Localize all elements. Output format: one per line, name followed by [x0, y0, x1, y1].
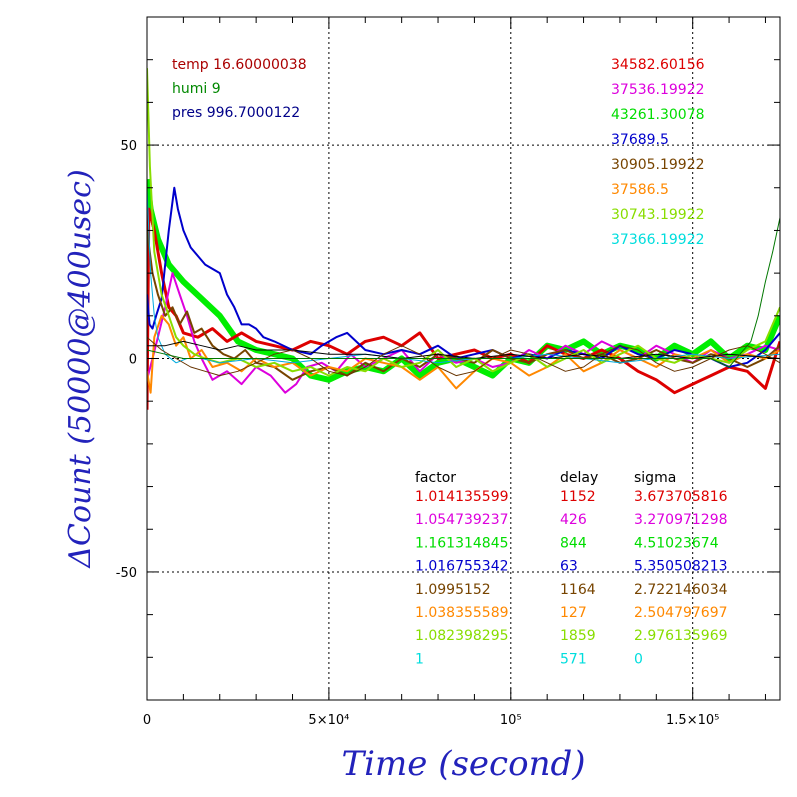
table-cell: 1152 — [560, 489, 596, 505]
series-mean: 37366.19922 — [611, 232, 705, 248]
series-line-5 — [147, 314, 780, 394]
x-tick-label: 5×10⁴ — [308, 713, 349, 728]
table-cell: 3.270971298 — [634, 512, 728, 528]
series-line-10 — [147, 217, 780, 368]
table-cell: 1.016755342 — [415, 559, 509, 575]
table-cell: 1.014135599 — [415, 489, 509, 505]
series-mean: 30743.19922 — [611, 207, 705, 223]
table-cell: 2.976135969 — [634, 628, 728, 644]
series-lines — [147, 68, 780, 410]
table-cell: 5.350508213 — [634, 559, 728, 575]
table-cell: 1.054739237 — [415, 512, 509, 528]
series-line-6 — [147, 68, 780, 377]
table-cell: 1164 — [560, 582, 596, 598]
series-means: 34582.60156 37536.19922 43261.30078 37689.5… — [611, 57, 705, 248]
env-label: humi 9 — [172, 81, 221, 97]
env-label: pres 996.7000122 — [172, 105, 300, 121]
x-axis-label: Time (second) — [342, 744, 586, 784]
y-tick-label: 50 — [120, 139, 137, 154]
table-header: delay — [560, 470, 598, 486]
table-cell: 1 — [415, 651, 424, 667]
series-mean: 30905.19922 — [611, 157, 705, 173]
x-tick-label: 1.5×10⁵ — [666, 713, 719, 728]
table-cell: 127 — [560, 605, 587, 621]
table-cell: 2.504797697 — [634, 605, 728, 621]
table-cell: 1.038355589 — [415, 605, 509, 621]
table-cell: 571 — [560, 651, 587, 667]
x-tick-label: 10⁵ — [500, 713, 522, 728]
table-cell: 426 — [560, 512, 587, 528]
table-cell: 1859 — [560, 628, 596, 644]
series-line-9 — [147, 336, 780, 377]
table-header: factor — [415, 470, 456, 486]
y-tick-label: 0 — [129, 353, 137, 368]
series-line-3 — [147, 186, 780, 368]
y-axis-label: ΔCount (50000@400usec) — [63, 169, 98, 568]
x-tick-label: 0 — [143, 713, 151, 728]
series-mean: 43261.30078 — [611, 107, 705, 123]
series-mean: 37586.5 — [611, 182, 669, 198]
table-cell: 63 — [560, 559, 578, 575]
table-cell: 2.722146034 — [634, 582, 728, 598]
table-cell: 0 — [634, 651, 643, 667]
table-header: sigma — [634, 470, 676, 486]
table-cell: 1.082398295 — [415, 628, 509, 644]
table-cell: 1.161314845 — [415, 535, 509, 551]
env-labels: temp 16.60000038 humi 9 pres 996.7000122 — [172, 57, 307, 121]
env-label: temp 16.60000038 — [172, 57, 307, 73]
series-mean: 37536.19922 — [611, 82, 705, 98]
table-cell: 4.51023674 — [634, 535, 719, 551]
stats-table: factor delay sigma 1.014135599 1152 3.6737058… — [415, 470, 728, 667]
table-cell: 3.673705816 — [634, 489, 728, 505]
table-cell: 844 — [560, 535, 587, 551]
series-mean: 34582.60156 — [611, 57, 705, 73]
axis-ticks — [146, 16, 780, 701]
tick-labels: 0 5×10⁴ 10⁵ 1.5×10⁵ 50 0 -50 — [116, 139, 720, 728]
series-mean: 37689.5 — [611, 132, 669, 148]
table-cell: 1.0995152 — [415, 582, 491, 598]
y-tick-label: -50 — [116, 566, 137, 581]
series-line-0 — [147, 178, 780, 383]
